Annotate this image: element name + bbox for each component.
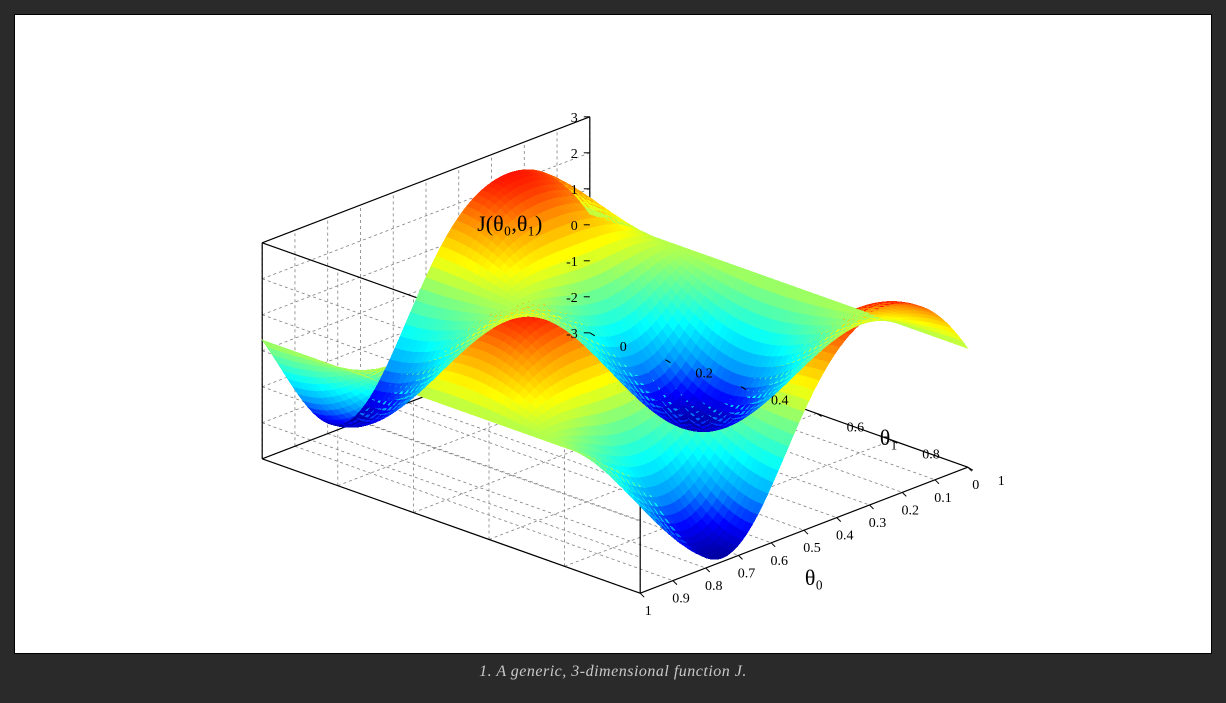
- svg-text:-2: -2: [566, 291, 578, 306]
- svg-text:θ₀: θ₀: [805, 565, 823, 590]
- svg-text:0.7: 0.7: [738, 566, 756, 581]
- svg-text:0: 0: [620, 340, 627, 355]
- surface-plot: -3 -2 -1 0 1 2 3 1 0.9 0.8 0.7 0.6 0.5 0.4 0.3 0.2 0.1 0 1…: [15, 15, 1213, 653]
- svg-text:θ₁: θ₁: [880, 425, 898, 450]
- svg-text:-1: -1: [566, 255, 578, 270]
- figure-frame: -3 -2 -1 0 1 2 3 1 0.9 0.8 0.7 0.6 0.5 0.4 0.3 0.2 0.1 0 1…: [0, 0, 1226, 703]
- svg-text:1: 1: [998, 474, 1005, 489]
- svg-text:0.2: 0.2: [902, 503, 920, 518]
- svg-text:0.4: 0.4: [836, 529, 854, 544]
- svg-text:1: 1: [645, 604, 652, 619]
- svg-text:0.4: 0.4: [771, 394, 789, 409]
- figure-caption: 1. A generic, 3-dimensional function J.: [14, 654, 1212, 689]
- svg-text:-3: -3: [566, 327, 578, 342]
- svg-text:0.2: 0.2: [695, 367, 713, 382]
- surface: [262, 170, 968, 560]
- svg-text:0.3: 0.3: [869, 516, 887, 531]
- svg-text:2: 2: [571, 147, 578, 162]
- chart-panel: -3 -2 -1 0 1 2 3 1 0.9 0.8 0.7 0.6 0.5 0.4 0.3 0.2 0.1 0 1…: [14, 14, 1212, 654]
- svg-text:0.5: 0.5: [803, 541, 821, 556]
- svg-text:0.9: 0.9: [672, 592, 690, 607]
- svg-text:0.8: 0.8: [705, 579, 723, 594]
- svg-text:0.8: 0.8: [922, 447, 940, 462]
- svg-text:0.1: 0.1: [934, 491, 952, 506]
- svg-text:1: 1: [571, 183, 578, 198]
- svg-text:0.6: 0.6: [847, 420, 865, 435]
- svg-text:J(θ₀,θ₁): J(θ₀,θ₁): [477, 211, 542, 236]
- svg-text:0: 0: [972, 478, 979, 493]
- svg-text:0.6: 0.6: [770, 554, 788, 569]
- svg-text:3: 3: [571, 111, 578, 126]
- svg-text:0: 0: [571, 219, 578, 234]
